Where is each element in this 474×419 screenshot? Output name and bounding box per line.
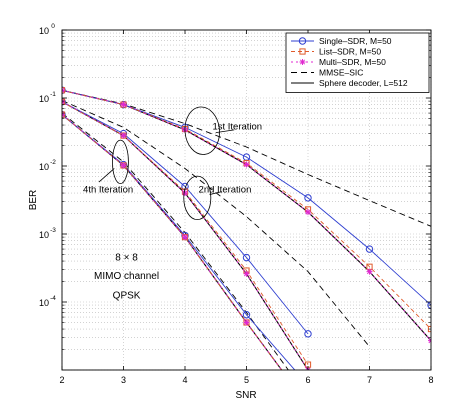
x-tick-label: 8	[428, 375, 433, 385]
x-tick-label: 6	[305, 375, 310, 385]
iteration-leader	[215, 129, 235, 133]
y-tick-exponent: -4	[50, 295, 56, 302]
data-point	[243, 161, 250, 168]
data-point	[182, 190, 188, 197]
y-tick-exponent: 0	[51, 23, 55, 30]
x-tick-label: 4	[182, 375, 187, 385]
data-point	[62, 110, 66, 119]
iteration-label: 4th Iteration	[83, 185, 133, 196]
data-point	[299, 48, 306, 55]
channel-annotation: QPSK	[113, 290, 141, 301]
data-point	[304, 330, 312, 338]
iteration-leader	[209, 191, 222, 195]
data-point	[120, 132, 127, 139]
y-tick-label: 10	[39, 162, 49, 172]
data-point	[304, 194, 312, 202]
iteration-ellipse	[184, 106, 220, 155]
y-tick-exponent: -2	[50, 159, 56, 166]
series-4	[62, 89, 431, 370]
data-point	[182, 234, 188, 241]
y-tick-exponent: -1	[50, 91, 56, 98]
channel-annotation: 8 × 8	[115, 252, 138, 263]
data-point	[62, 98, 66, 106]
data-point	[299, 59, 306, 65]
y-tick-label: 10	[39, 298, 49, 308]
x-tick-label: 3	[121, 375, 126, 385]
data-point	[366, 268, 373, 275]
y-tick-label: 10	[39, 230, 49, 240]
y-tick-label: 10	[39, 94, 49, 104]
iteration-label: 2nd Iteration	[199, 185, 252, 196]
data-point	[120, 162, 127, 169]
series-group	[62, 86, 431, 370]
series-line	[62, 101, 309, 335]
iteration-ellipse	[112, 139, 129, 185]
data-point	[298, 37, 307, 45]
data-point	[305, 209, 311, 216]
legend-label: List–SDR, M=50	[319, 47, 381, 57]
x-tick-label: 5	[244, 375, 249, 385]
data-point	[243, 270, 250, 277]
iteration-ellipse	[183, 175, 212, 221]
data-point	[365, 245, 374, 253]
annotations: 1st Iteration 2nd Iteration 4th Iteration 8…	[83, 106, 262, 301]
series-line	[62, 101, 309, 370]
series-clip-group	[62, 86, 431, 370]
data-point	[242, 311, 251, 319]
data-point	[120, 101, 127, 108]
data-point	[242, 253, 251, 262]
iteration-label: 1st Iteration	[212, 122, 262, 133]
x-axis-label: SNR	[235, 390, 256, 401]
legend-label: Sphere decoder, L=512	[319, 78, 408, 88]
legend-label: Multi–SDR, M=50	[319, 57, 386, 67]
data-point	[62, 86, 66, 94]
series-line	[62, 89, 431, 227]
data-point	[243, 319, 250, 326]
iteration-leader	[98, 168, 115, 183]
series-line	[62, 100, 370, 347]
legend-label: MMSE–SIC	[319, 68, 363, 78]
y-tick-label: 10	[39, 26, 49, 36]
data-point	[119, 100, 128, 109]
y-axis-label: BER	[28, 190, 39, 211]
legend-label: Single–SDR, M=50	[319, 36, 392, 46]
channel-annotation: MIMO channel	[94, 271, 159, 282]
x-tick-label: 7	[367, 375, 372, 385]
series-line	[62, 101, 309, 365]
x-tick-label: 2	[59, 375, 64, 385]
y-tick-exponent: -3	[50, 227, 56, 234]
